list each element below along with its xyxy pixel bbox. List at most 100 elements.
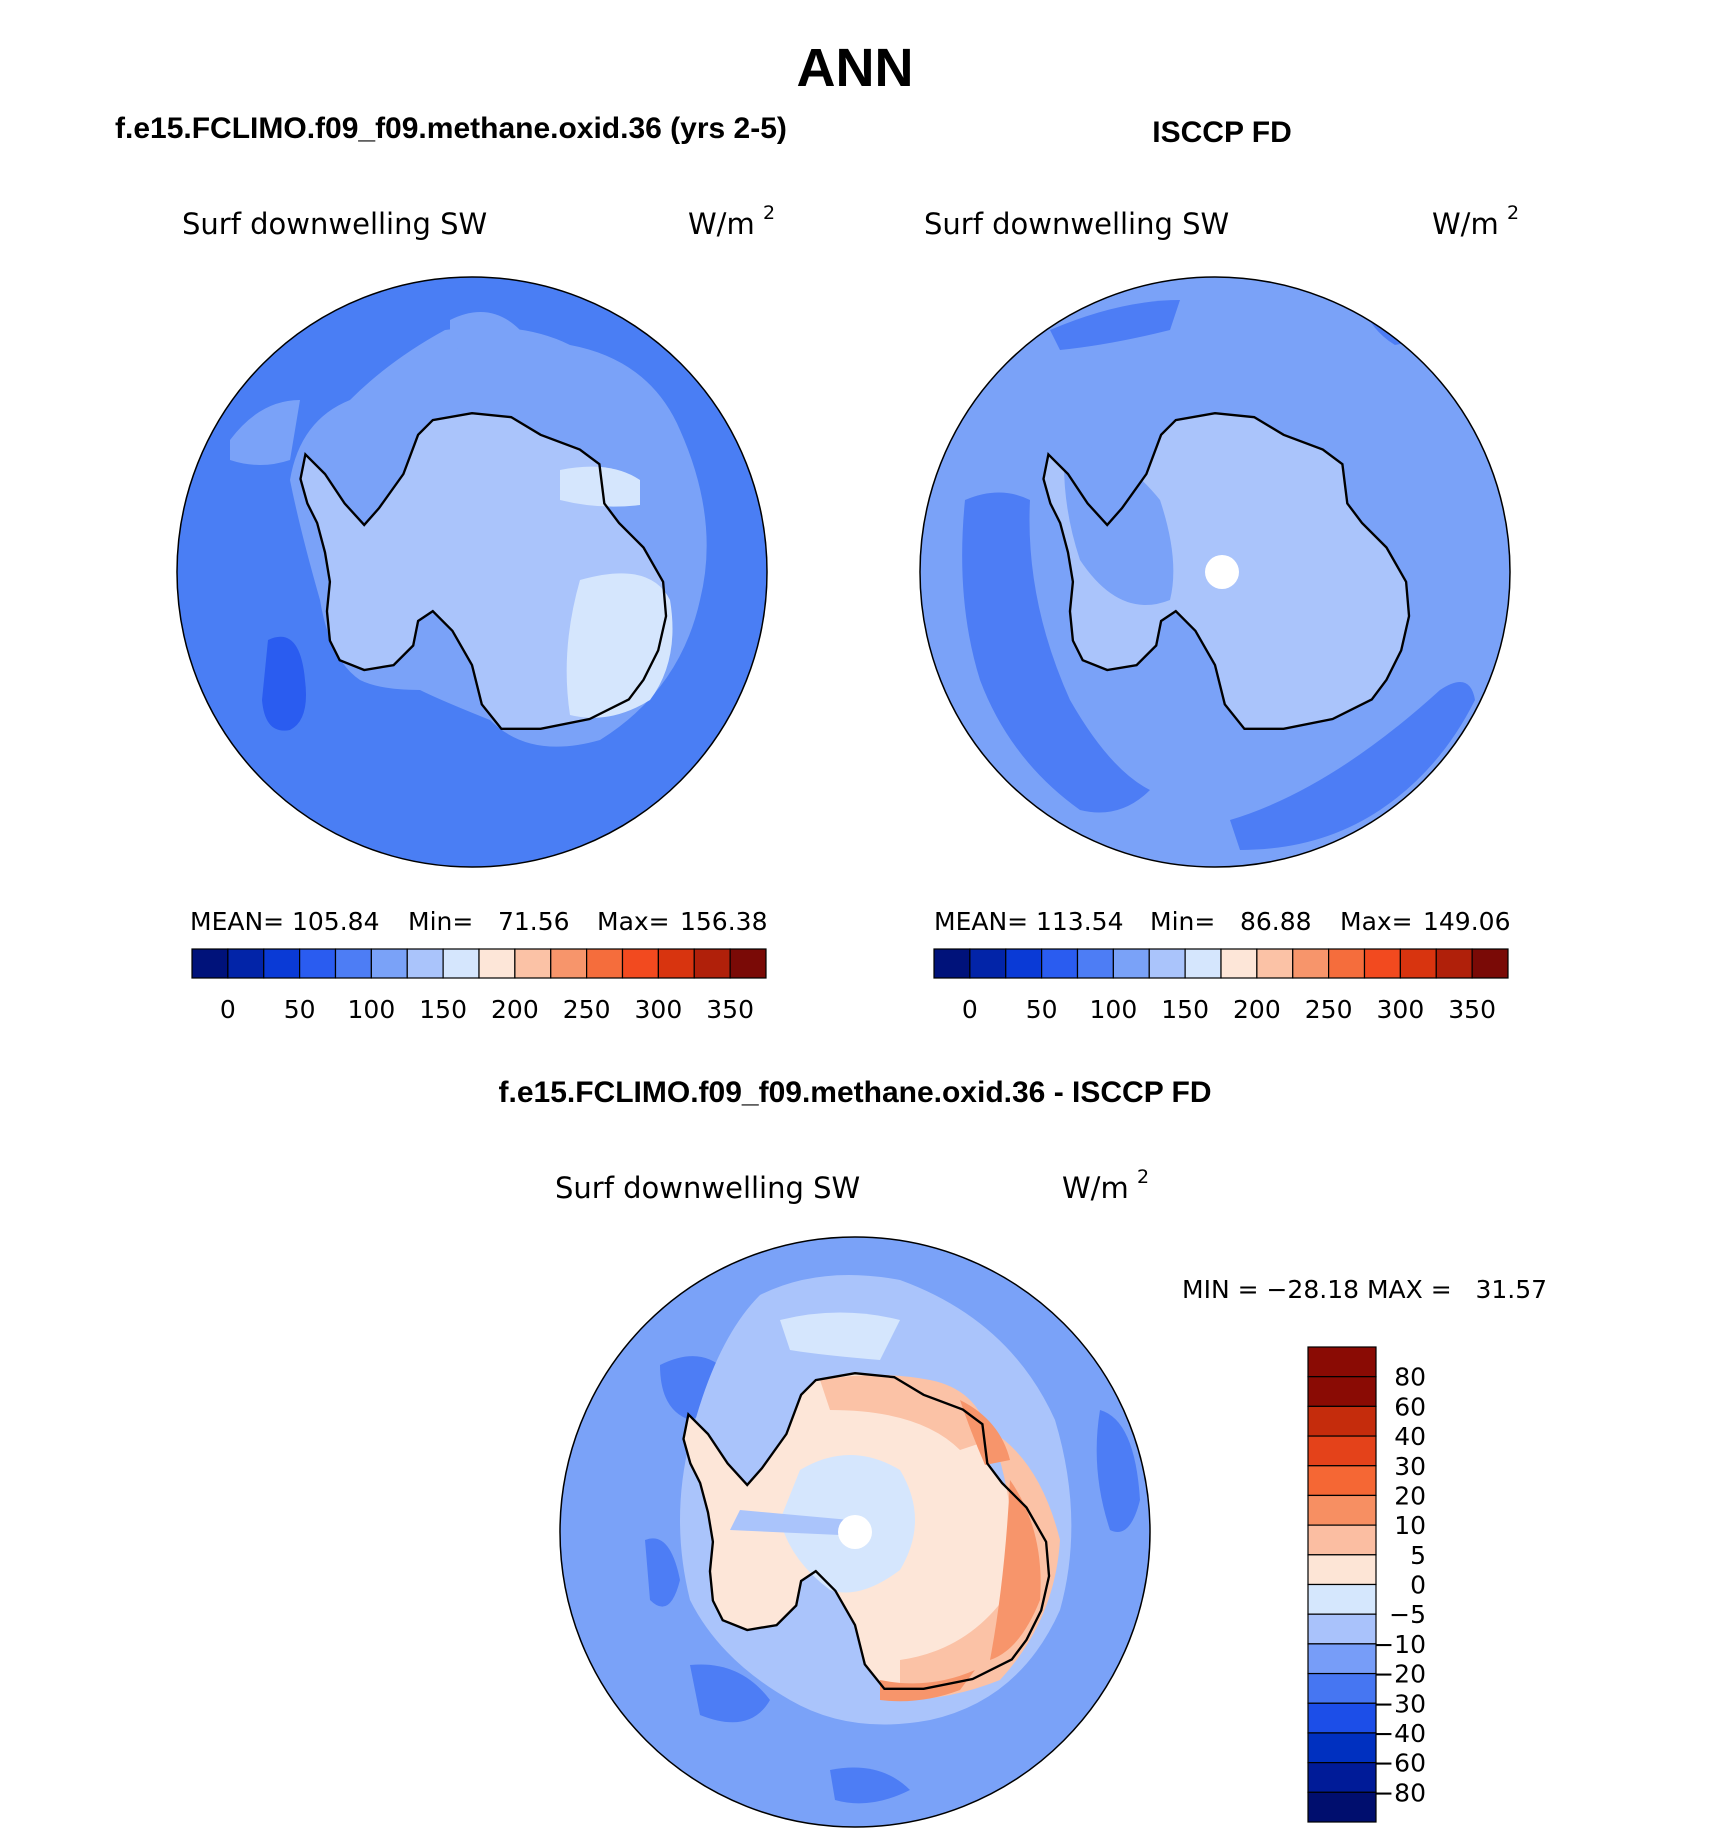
colorbar-swatch-model <box>370 948 408 979</box>
north-dark-patch-obs <box>1050 300 1180 350</box>
colorbar-swatch-model <box>406 948 444 979</box>
colorbar-swatch-obs <box>1005 948 1043 979</box>
panel-header-diff: f.e15.FCLIMO.f09_f09.methane.oxid.36 - I… <box>499 1076 1212 1109</box>
colorbar-swatch-model <box>334 948 372 979</box>
variable-label-diff: Surf downwelling SW <box>555 1171 860 1205</box>
colorbar-swatch-obs <box>969 948 1007 979</box>
colorbar-swatch-obs <box>1292 948 1330 979</box>
colorbar-label-model: 300 <box>635 995 683 1024</box>
warm-edge-north-diff <box>820 1375 990 1450</box>
colorbar-swatch-model <box>191 948 229 979</box>
variable-label-model: Surf downwelling SW <box>182 207 487 241</box>
colorbar-diff-label: 60 <box>1394 1392 1426 1421</box>
colorbar-diff-swatch <box>1307 1732 1377 1764</box>
colorbar-diff-swatch <box>1307 1583 1377 1615</box>
colorbar-label-obs: 200 <box>1233 995 1281 1024</box>
colorbar-swatch-obs <box>933 948 971 979</box>
warm-core-south-diff <box>880 1670 975 1702</box>
high-region-model <box>566 573 673 718</box>
colorbar-swatch-obs <box>1435 948 1473 979</box>
units-base-obs: W/m <box>1432 207 1499 241</box>
dark-patch-e-diff <box>1096 1410 1140 1532</box>
colorbar-label-model: 0 <box>220 995 236 1024</box>
colorbar-diff-label: −60 <box>1373 1749 1426 1778</box>
colorbar-diff-swatch <box>1307 1702 1377 1734</box>
colorbar-diff-swatch <box>1307 1405 1377 1437</box>
colorbar-swatch-model <box>729 948 767 979</box>
colorbar-diff-label: 30 <box>1394 1452 1426 1481</box>
colorbar-swatch-model <box>550 948 588 979</box>
min-value-obs: 86.88 <box>1240 907 1312 936</box>
units-label-model: W/m 2 <box>688 202 775 241</box>
colorbar-label-model: 200 <box>491 995 539 1024</box>
colorbar-swatch-obs <box>1363 948 1401 979</box>
pole-hole-obs <box>1205 555 1239 589</box>
colorbar-diff-swatch <box>1307 1554 1377 1586</box>
west-band-model <box>230 400 300 465</box>
colorbar-swatch-obs <box>1471 948 1509 979</box>
colorbar-label-model: 50 <box>284 995 316 1024</box>
colorbar-diff-label: −40 <box>1373 1719 1426 1748</box>
map-diff <box>560 1237 1150 1827</box>
colorbar-swatch-model <box>442 948 480 979</box>
deep-blue-patch-model <box>262 636 306 731</box>
high-region-top-model <box>560 466 640 507</box>
map-border-model <box>176 276 768 868</box>
min-value-model: 71.56 <box>498 907 570 936</box>
colorbar-swatch-obs <box>1041 948 1079 979</box>
dark-patch-se-diff <box>830 1767 910 1804</box>
colorbar-swatch-obs <box>1328 948 1366 979</box>
colorbar-diff-label: −80 <box>1373 1778 1426 1807</box>
colorbar-swatch-obs <box>1399 948 1437 979</box>
colorbar-swatch-obs <box>1220 948 1258 979</box>
warm-core-east-diff <box>990 1480 1041 1660</box>
max-label-obs: Max= <box>1340 907 1413 936</box>
mean-label-obs: MEAN= <box>934 907 1028 936</box>
colorbar-diff-label: −20 <box>1373 1660 1426 1689</box>
colorbar-swatch-model <box>621 948 659 979</box>
colorbar-swatch-model <box>657 948 695 979</box>
stats-model: MEAN= 105.84 Min= 71.56 Max= 156.38 <box>190 907 767 936</box>
colorbar-label-obs: 0 <box>962 995 978 1024</box>
colorbar-swatch-model <box>299 948 337 979</box>
colorbar-label-model: 100 <box>348 995 396 1024</box>
colorbar-swatch-obs <box>1148 948 1186 979</box>
minmax-diff: MIN = −28.18 MAX = 31.57 <box>1182 1275 1547 1304</box>
units-base-model: W/m <box>688 207 755 241</box>
max-label-model: Max= <box>597 907 670 936</box>
colorbar-diff-label: −30 <box>1373 1689 1426 1718</box>
dark-patch-w-diff <box>645 1538 680 1607</box>
units-exp-obs: 2 <box>1507 202 1519 224</box>
mean-label-model: MEAN= <box>190 907 284 936</box>
colorbar-diff-label: 0 <box>1410 1571 1426 1600</box>
colorbar-label-model: 150 <box>419 995 467 1024</box>
colorbar-swatch-obs <box>1184 948 1222 979</box>
units-exp-model: 2 <box>763 202 775 224</box>
panel-header-model: f.e15.FCLIMO.f09_f09.methane.oxid.36 (yr… <box>115 112 787 145</box>
colorbar-diff-label: 10 <box>1394 1511 1426 1540</box>
colorbar-swatch-model <box>586 948 624 979</box>
colorbar-diff-swatch <box>1307 1672 1377 1704</box>
colorbar-diff-swatch <box>1307 1494 1377 1526</box>
colorbar-swatch-obs <box>1256 948 1294 979</box>
colorbar-diff-swatch <box>1307 1465 1377 1497</box>
colorbar-label-model: 350 <box>706 995 754 1024</box>
upper-plume-model <box>450 312 520 360</box>
colorbar-diff-label: 5 <box>1410 1541 1426 1570</box>
colorbar-diff-label: −10 <box>1373 1630 1426 1659</box>
west-lowland-obs <box>1064 440 1174 605</box>
max-value-model: 156.38 <box>680 907 767 936</box>
pole-hole-diff <box>838 1515 872 1549</box>
colorbar-diff-swatch <box>1307 1643 1377 1675</box>
colorbar-diff-label: 80 <box>1394 1363 1426 1392</box>
variable-label-obs: Surf downwelling SW <box>924 207 1229 241</box>
colorbar-swatch-model <box>478 948 516 979</box>
colorbar-label-obs: 150 <box>1161 995 1209 1024</box>
colorbar-label-model: 250 <box>563 995 611 1024</box>
units-base-diff: W/m <box>1062 1171 1129 1205</box>
max-value-obs: 149.06 <box>1423 907 1510 936</box>
colorbar-swatch-model <box>227 948 265 979</box>
colorbar-label-obs: 300 <box>1377 995 1425 1024</box>
mean-value-obs: 113.54 <box>1036 907 1123 936</box>
colorbar-diff-label: 40 <box>1394 1422 1426 1451</box>
